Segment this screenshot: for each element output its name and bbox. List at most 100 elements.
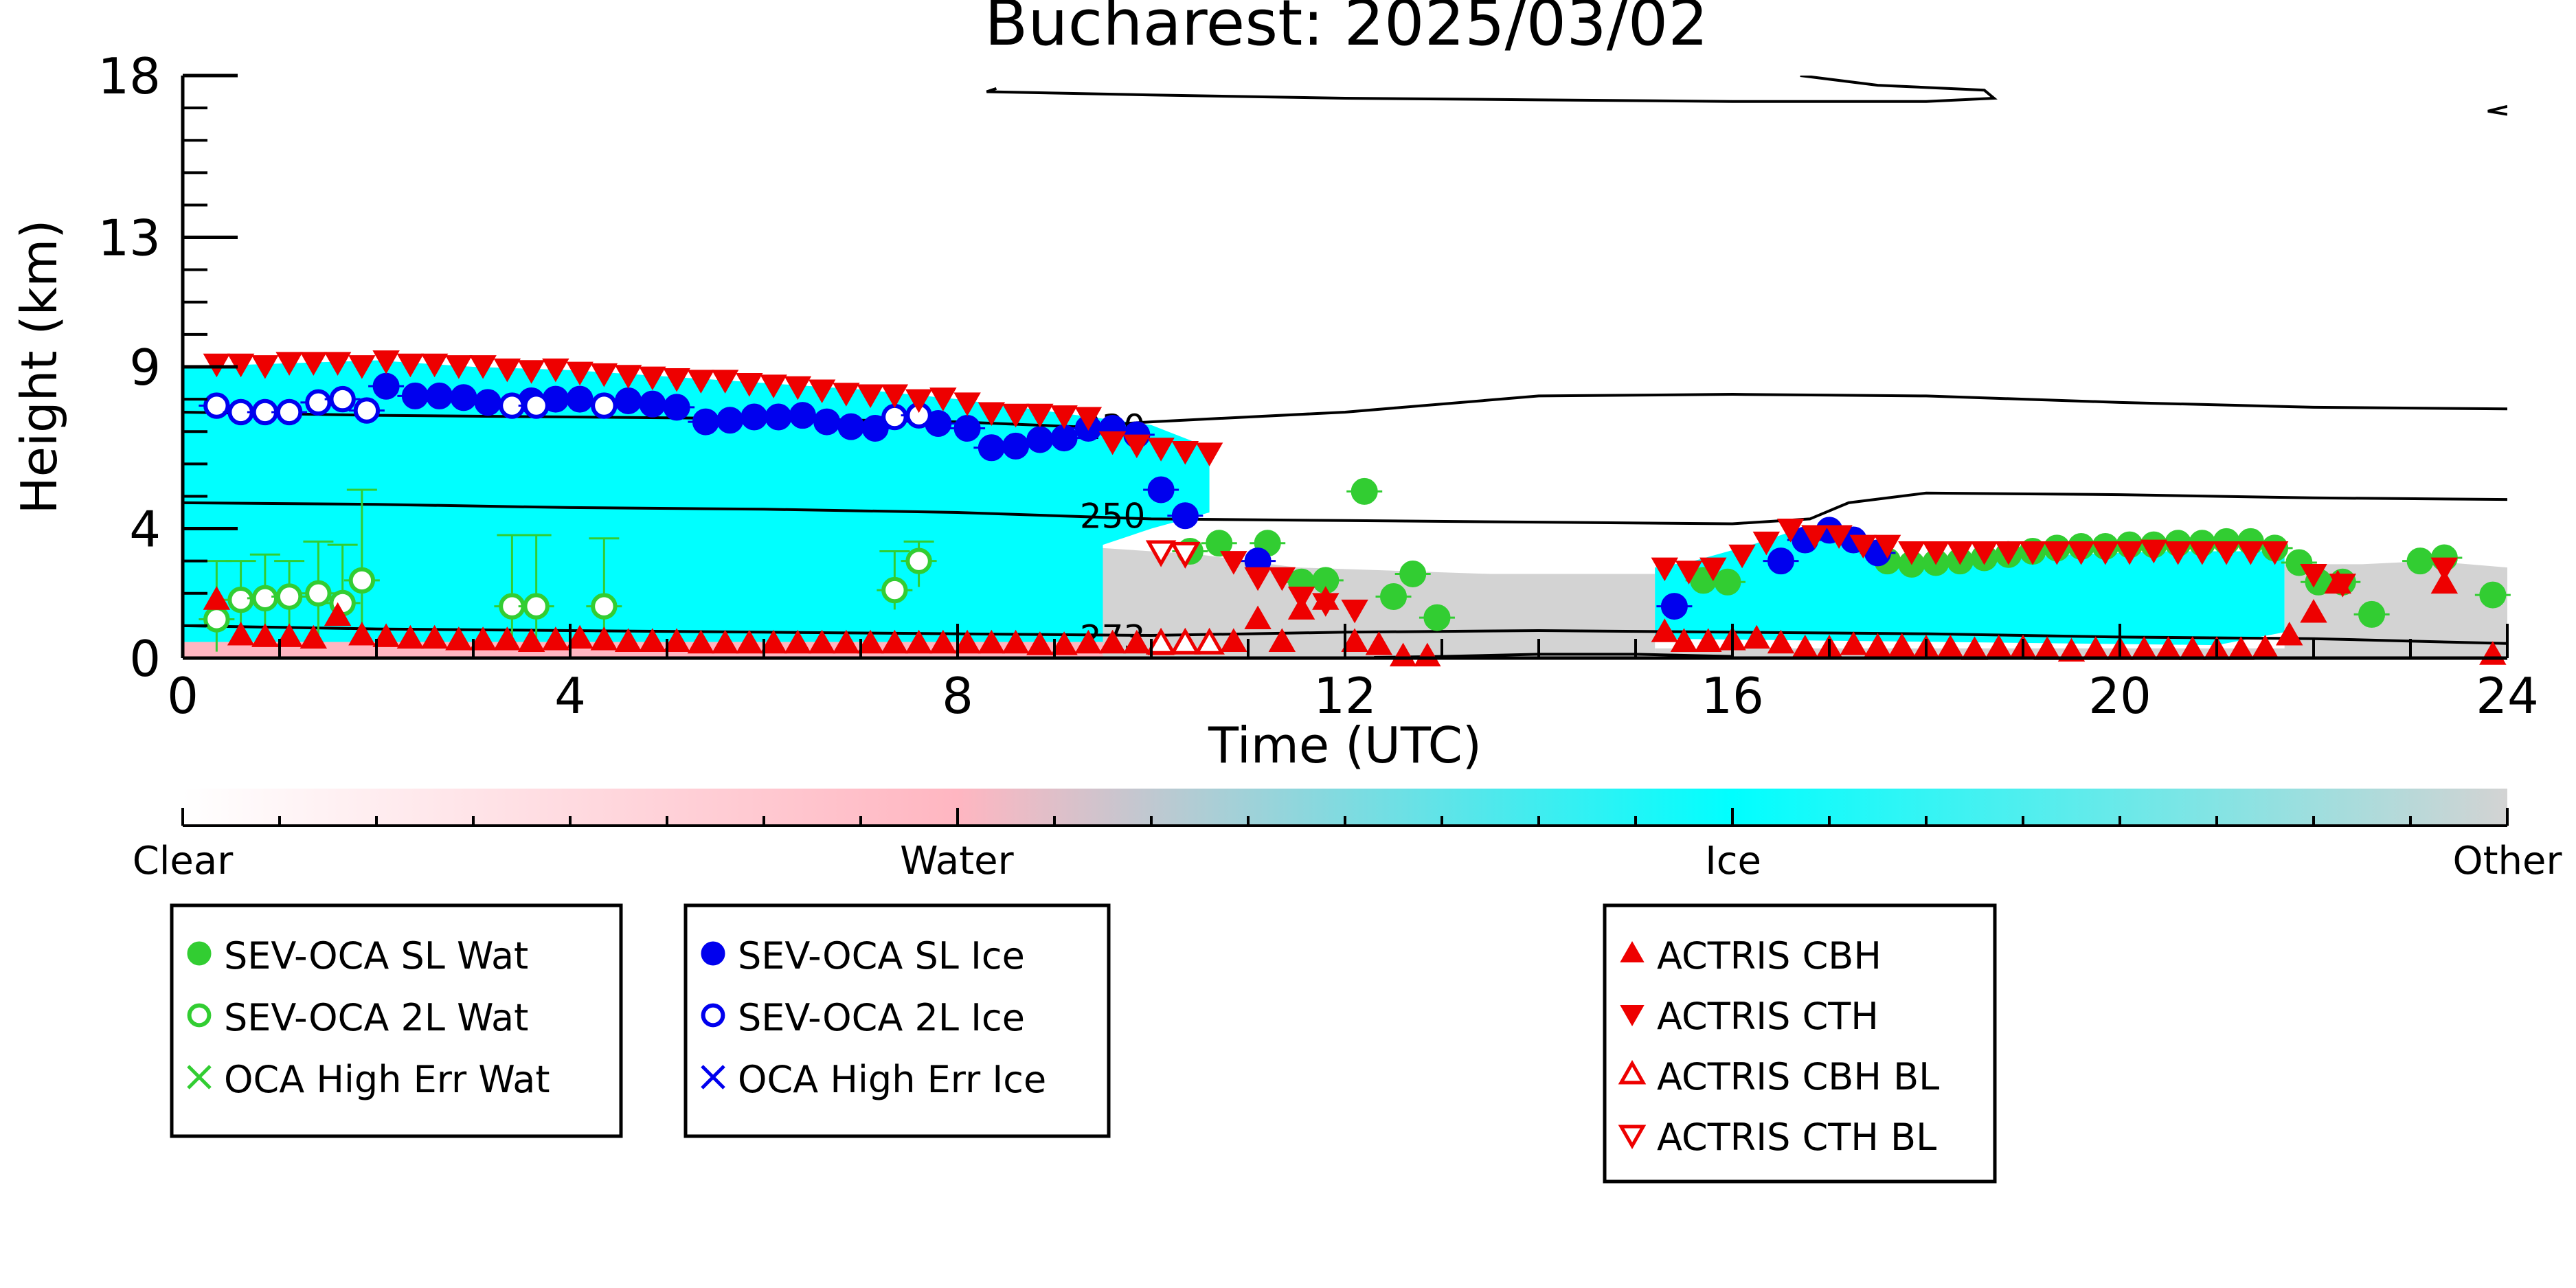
data-point (857, 384, 884, 409)
data-point (1098, 431, 1127, 455)
data-point (2300, 599, 2327, 623)
data-point (1341, 628, 1368, 652)
data-point (1194, 627, 1225, 655)
y-tick-label: 0 (129, 630, 161, 688)
data-point (711, 629, 739, 654)
data-point (1699, 557, 1727, 582)
data-point (1728, 544, 1756, 569)
data-point (450, 384, 477, 411)
region-ice-0 (183, 360, 1210, 642)
legend-label: SEV-OCA 2L Ice (738, 996, 1025, 1039)
data-point (1389, 642, 1417, 667)
y-tick-label: 4 (129, 501, 161, 558)
data-point (639, 628, 666, 652)
x-tick-label: 4 (554, 667, 586, 725)
data-point (396, 353, 425, 378)
data-point (2430, 557, 2459, 582)
data-point (692, 408, 719, 436)
data-point (1341, 599, 1368, 624)
data-point (1423, 604, 1451, 631)
data-point (1849, 534, 1877, 559)
data-point (1147, 438, 1175, 462)
data-point (1098, 629, 1127, 654)
data-point (251, 355, 279, 379)
x-tick-label: 20 (2088, 667, 2151, 725)
data-point (857, 629, 884, 654)
data-point (881, 629, 909, 654)
data-point (396, 624, 425, 649)
data-point (251, 623, 279, 647)
data-point (1145, 540, 1177, 567)
data-point (1743, 624, 1770, 649)
data-point (1171, 502, 1199, 530)
data-point (372, 372, 400, 400)
data-point (789, 402, 816, 429)
legend-marker (187, 1065, 212, 1089)
data-point (978, 402, 1006, 426)
data-point (1312, 593, 1340, 617)
data-point (329, 385, 356, 413)
data-point (275, 398, 303, 426)
data-point (2164, 541, 2192, 565)
data-point (1145, 627, 1177, 655)
series-actris-cbh (203, 569, 2507, 667)
data-point (2479, 581, 2507, 609)
data-point (445, 626, 473, 651)
data-point (808, 629, 836, 654)
data-point (687, 629, 715, 654)
data-point (590, 363, 618, 387)
data-point (275, 352, 303, 376)
data-point (1840, 631, 1867, 655)
data-point (1050, 631, 1078, 655)
data-point (1922, 541, 1950, 565)
data-point (517, 628, 545, 652)
contour-line-250 (183, 491, 2507, 526)
data-point (1244, 605, 1272, 629)
data-point (305, 580, 332, 607)
chart-title: Bucharest: 2025/03/02 (984, 0, 1708, 60)
legend-frame (1603, 903, 1997, 1184)
data-point (372, 350, 400, 374)
data-point (711, 370, 739, 394)
series-actris-cth-bl (1145, 540, 1201, 569)
data-point (639, 390, 666, 418)
colorbar-label-water: Water (900, 839, 1015, 883)
data-point (833, 383, 860, 407)
x-tick-label: 0 (167, 667, 199, 725)
data-point (493, 358, 521, 383)
y-tick-label: 18 (98, 47, 161, 105)
legend-frame (683, 903, 1111, 1138)
plot-axes: 0 4 9 13 18 0 4 8 12 16 20 24 (98, 47, 2538, 725)
data-point (566, 624, 594, 649)
data-point (905, 547, 932, 574)
legend-marker (187, 941, 212, 966)
data-point (523, 593, 550, 620)
legend-label: OCA High Err Wat (224, 1058, 550, 1101)
data-point (1675, 561, 1703, 585)
data-point (905, 389, 933, 414)
data-point (905, 629, 933, 654)
data-point (1287, 586, 1315, 611)
data-point (2300, 564, 2327, 588)
data-point (2276, 622, 2303, 646)
data-point (1776, 519, 1805, 543)
data-point (372, 623, 400, 647)
data-point (1864, 633, 1892, 657)
data-point (590, 626, 618, 651)
data-point (1074, 629, 1103, 654)
legend-marker (1620, 1005, 1645, 1027)
data-point (881, 403, 908, 431)
series-sev-oca-2l-wat (199, 488, 937, 652)
data-point (1123, 434, 1151, 459)
data-point (1206, 530, 1233, 557)
classification-colorbar: Clear Water Ice Other (133, 789, 2562, 883)
data-point (2329, 574, 2357, 598)
contour-label-250: 250 (1080, 497, 1145, 536)
data-point (1123, 629, 1151, 654)
x-tick-label: 12 (1313, 667, 1377, 725)
legend-label: ACTRIS CBH BL (1657, 1055, 1939, 1098)
data-point (1714, 568, 1741, 596)
data-point (784, 376, 812, 400)
data-point (833, 629, 860, 654)
